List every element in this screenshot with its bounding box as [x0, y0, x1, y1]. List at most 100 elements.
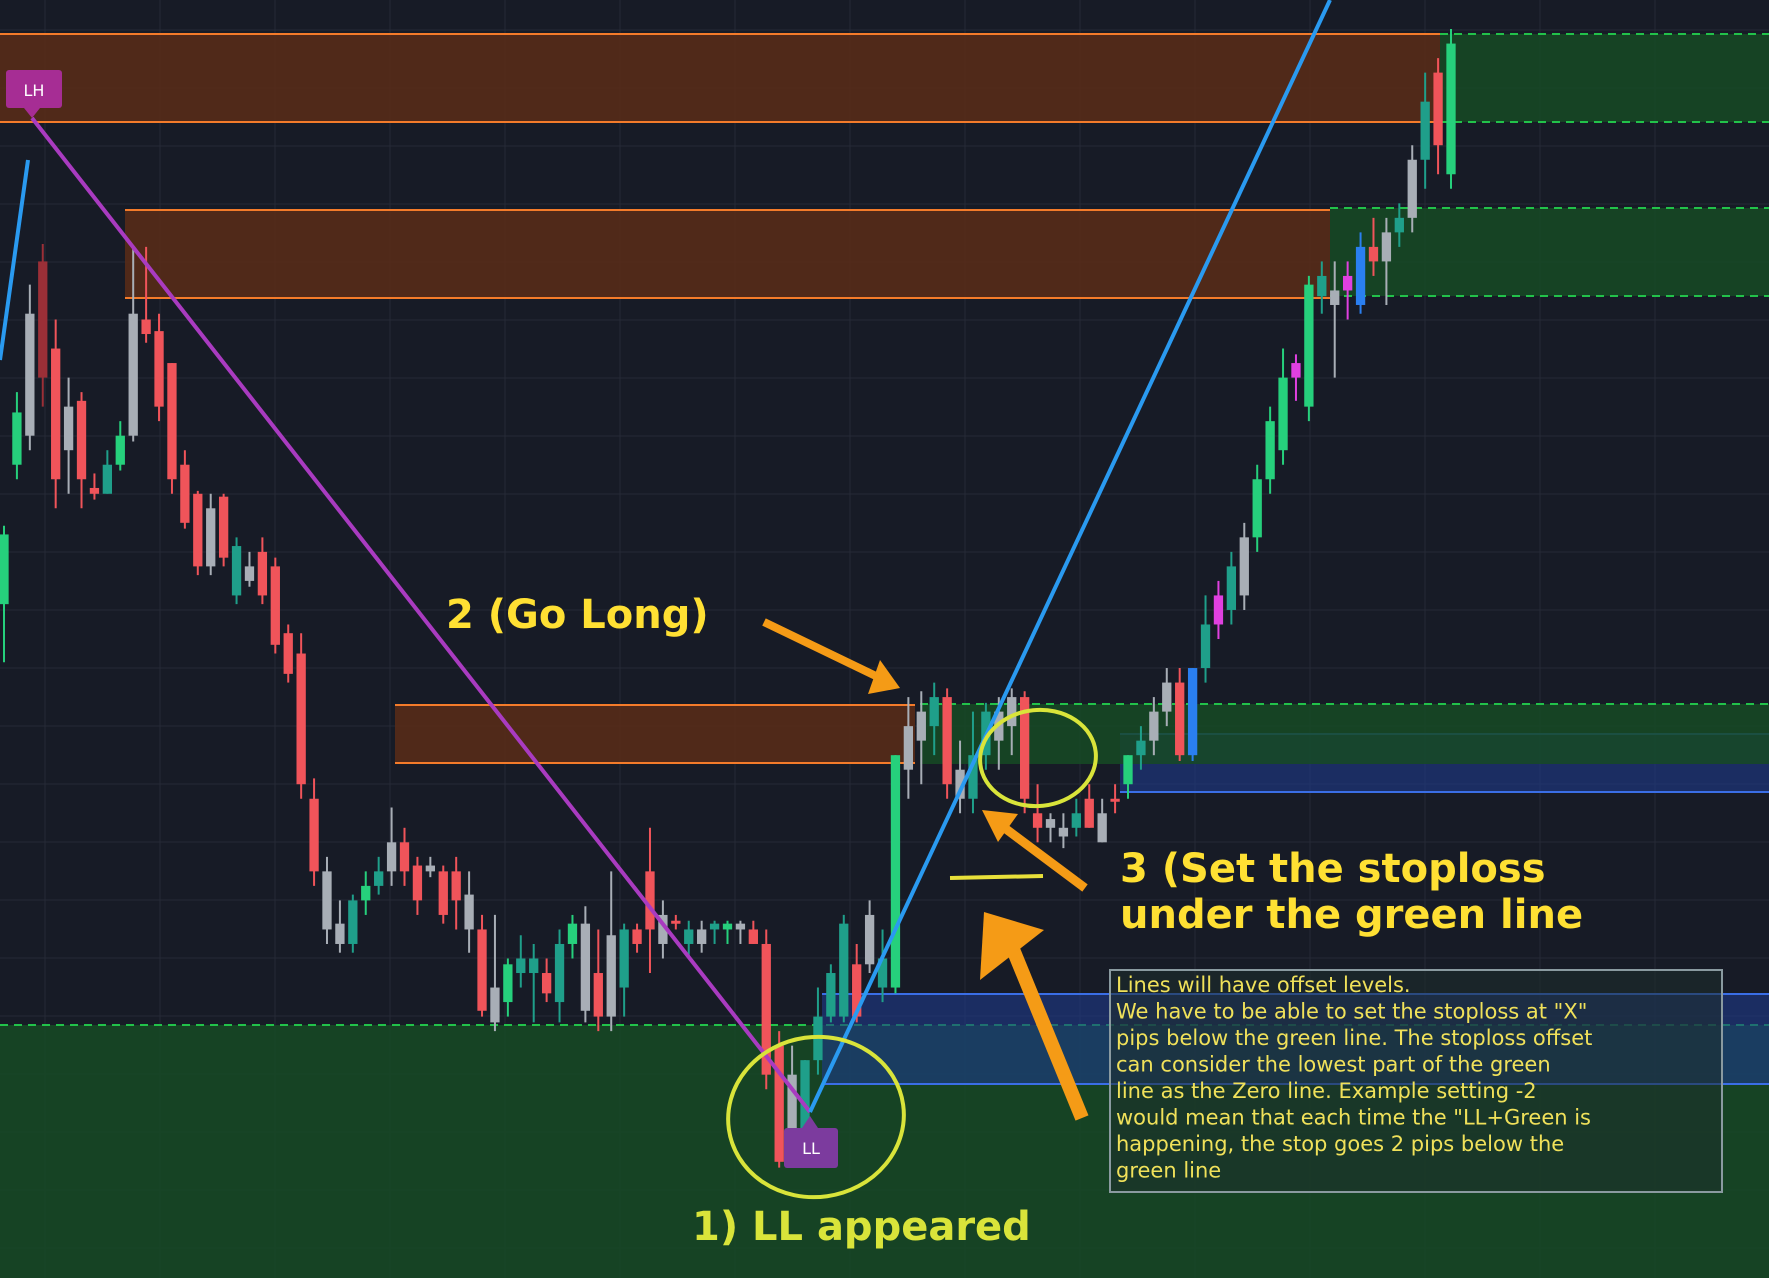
candle-body [218, 496, 229, 558]
note-line: happening, the stop goes 2 pips below th… [1116, 1132, 1564, 1156]
candle-body [335, 923, 345, 944]
candle-body [1007, 697, 1017, 727]
candle-body [1020, 697, 1030, 799]
ll-label: LL [802, 1139, 820, 1158]
candle-body [735, 923, 746, 930]
candle-body [322, 871, 332, 930]
candle-body [516, 958, 526, 974]
candle-body [1123, 755, 1133, 785]
candle-body [244, 566, 255, 581]
candle-body [128, 313, 138, 436]
candle-body [1032, 813, 1043, 828]
candle-body [903, 726, 914, 770]
note-line: pips below the green line. The stoploss … [1116, 1026, 1592, 1050]
candle-body [1265, 421, 1275, 480]
candle-body [852, 964, 862, 1017]
candle-body [1368, 246, 1379, 262]
candle-body [1342, 275, 1353, 291]
markers: LH LL [6, 70, 838, 1168]
candle-body [25, 313, 35, 436]
candle-body [619, 929, 629, 988]
candle-body [890, 755, 901, 988]
candle-body [877, 958, 888, 988]
candle-body [296, 653, 306, 785]
candle-body [386, 842, 397, 872]
candle-body [206, 508, 216, 567]
candle-body [1317, 275, 1327, 297]
annotations: 2 (Go Long) 3 (Set the stoploss under th… [446, 592, 1583, 1250]
candle-body [1110, 798, 1120, 802]
candle-body [1213, 595, 1224, 625]
candle-body [606, 935, 616, 1017]
arrow-go-long [762, 618, 882, 682]
candle-body [89, 487, 100, 494]
ll-marker: LL [784, 1116, 838, 1168]
note-line: Lines will have offset levels. [1116, 973, 1411, 997]
candle-body [490, 987, 500, 1023]
candle-body [929, 697, 939, 727]
candle-body [503, 964, 513, 1003]
candle-body [968, 755, 978, 799]
candle-body [438, 871, 448, 915]
candle-body [709, 923, 720, 930]
lh-label: LH [24, 81, 45, 100]
candle-body [942, 697, 952, 785]
candle-body [0, 534, 9, 605]
candle-body [1330, 290, 1340, 305]
candle-body [839, 923, 849, 1017]
candle-body [593, 973, 603, 1017]
lh-marker: LH [6, 70, 62, 118]
candle-body [399, 842, 410, 872]
candle-body [826, 973, 836, 1017]
candle-body [115, 435, 125, 465]
resistance-zone-top [0, 34, 1440, 122]
arrow-ll [1003, 939, 1089, 1121]
candle-body [684, 929, 694, 944]
candle-body [257, 551, 268, 596]
candle-body [141, 319, 151, 335]
note-line: We have to be able to set the stoploss a… [1116, 1000, 1587, 1024]
candle-body [1226, 566, 1237, 610]
candle-body [1187, 668, 1198, 756]
candle-body [193, 493, 203, 567]
candle-body [1071, 813, 1081, 828]
candle-body [1097, 813, 1107, 843]
resistance-zone-mid [395, 705, 915, 763]
candle-body [451, 871, 461, 901]
candle-body [425, 865, 435, 872]
candle-body [658, 914, 668, 944]
candle-body [671, 920, 681, 924]
candle-body [361, 885, 371, 901]
note-line: would mean that each time the "LL+Green … [1116, 1106, 1591, 1130]
candle-body [477, 929, 487, 1011]
candle-body [916, 711, 926, 741]
candle-body [283, 633, 293, 674]
candle-body [800, 1060, 810, 1133]
candle-body [309, 798, 319, 872]
candle-body [180, 464, 190, 523]
trendline-up-left [0, 159, 30, 361]
candle-body [464, 894, 474, 930]
candle-body [1291, 363, 1301, 378]
candle-body [374, 871, 384, 886]
candle-body [1433, 72, 1443, 146]
candle-body [1175, 682, 1185, 756]
candle-body [1304, 284, 1314, 407]
candle-body [1058, 827, 1069, 837]
candle-body [1045, 819, 1056, 828]
candle-body [1407, 159, 1417, 218]
note-line: can consider the lowest part of the gree… [1116, 1053, 1551, 1077]
candle-body [412, 865, 423, 901]
arrow-ll-head [980, 912, 1044, 980]
arrow-stoploss-head [982, 810, 1018, 842]
support-zone-top [1440, 34, 1769, 122]
resistance-zone-upper [125, 210, 1330, 298]
annotation-stoploss-line2: under the green line [1120, 892, 1583, 938]
candle-body [154, 331, 164, 407]
candle-body [1355, 246, 1366, 305]
candle-body [529, 958, 539, 974]
candle-body [1420, 101, 1430, 160]
annotation-ll-appeared: 1) LL appeared [692, 1204, 1031, 1250]
